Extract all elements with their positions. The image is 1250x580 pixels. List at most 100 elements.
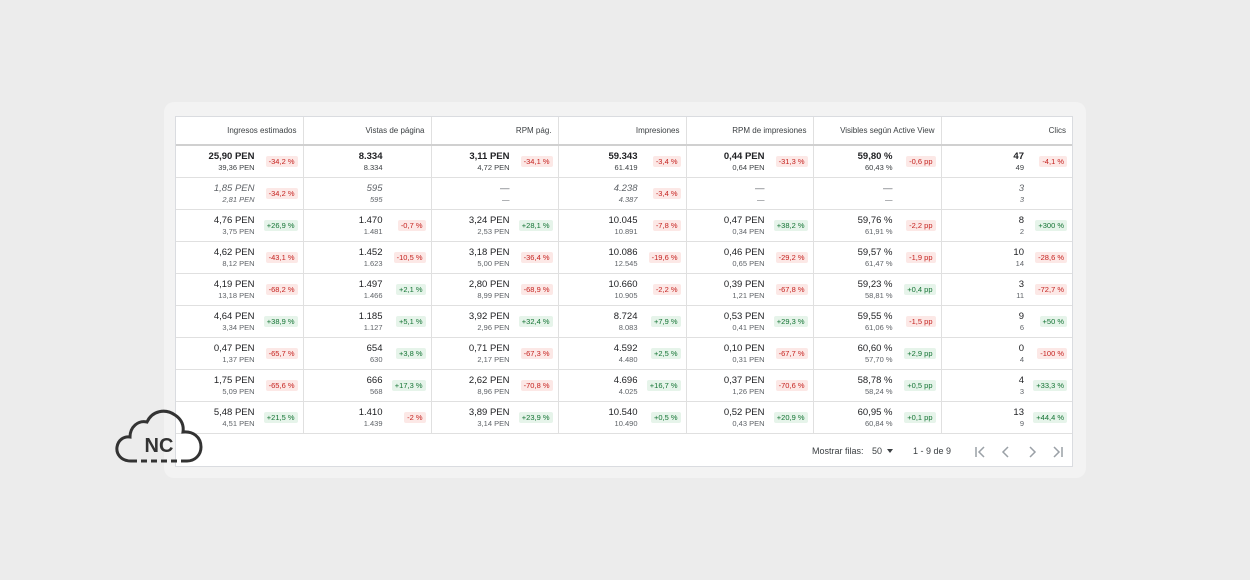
change-badge: +16,7 % <box>646 380 681 391</box>
change-badge: -70,6 % <box>775 380 808 391</box>
rows-per-page-select[interactable]: 50 <box>872 446 894 456</box>
change-badge: -10,5 % <box>393 252 426 263</box>
table-body: 25,90 PEN 39,36 PEN -34,2 % 8.334 8.334 3,11 … <box>176 145 1072 434</box>
change-badge: -68,2 % <box>265 284 298 295</box>
previous-value: 61.419 <box>614 162 638 172</box>
table-row: 4,62 PEN 8,12 PEN -43,1 % 1.452 1.623 -10,5 %… <box>176 241 1072 274</box>
change-badge: -36,4 % <box>520 252 553 263</box>
current-value: 666 <box>366 374 383 386</box>
table-cell: 59,23 % 58,81 % +0,4 pp <box>813 273 942 306</box>
current-value: 13 <box>1013 406 1024 418</box>
table-row: 25,90 PEN 39,36 PEN -34,2 % 8.334 8.334 3,11 … <box>176 145 1072 178</box>
current-value: 0,53 PEN <box>723 310 765 322</box>
previous-value: 4 <box>1019 354 1024 364</box>
current-value: 4.592 <box>613 342 638 354</box>
change-badge: +0,1 pp <box>904 412 936 423</box>
pagination-footer: Mostrar filas: 50 1 - 9 de 9 <box>176 438 1072 466</box>
current-value: 59,80 % <box>857 150 893 162</box>
current-value: 4,19 PEN <box>213 278 255 290</box>
change-badge: +29,3 % <box>773 316 808 327</box>
change-badge: -65,6 % <box>265 380 298 391</box>
previous-value: 10.891 <box>614 226 638 236</box>
current-value: 8 <box>1018 214 1024 226</box>
table-cell: 10.045 10.891 -7,8 % <box>558 209 687 242</box>
previous-value: 61,47 % <box>864 258 893 268</box>
previous-value: 8.334 <box>363 162 383 172</box>
current-value: 3 <box>1018 182 1024 194</box>
change-badge: -72,7 % <box>1035 284 1067 295</box>
column-header[interactable]: Ingresos estimados <box>176 117 304 146</box>
column-header[interactable]: RPM de impresiones <box>686 117 814 146</box>
table-row: 1,75 PEN 5,09 PEN -65,6 % 666 568 +17,3 % 2,62… <box>176 369 1072 402</box>
current-value: 1,75 PEN <box>213 374 255 386</box>
current-value: 3,24 PEN <box>468 214 510 226</box>
previous-value: 0,34 PEN <box>732 226 765 236</box>
previous-value: 0,41 PEN <box>732 322 765 332</box>
table-cell: 10.660 10.905 -2,2 % <box>558 273 687 306</box>
previous-value: 60,43 % <box>864 162 893 172</box>
change-badge: +38,9 % <box>263 316 298 327</box>
table-cell: 13 9 +44,4 % <box>941 401 1072 434</box>
change-badge: -2 % <box>404 412 426 423</box>
previous-value: 1,26 PEN <box>732 386 765 396</box>
previous-value: 4.480 <box>618 354 638 364</box>
table-cell: 0 4 -100 % <box>941 337 1072 370</box>
change-badge: -29,2 % <box>775 252 808 263</box>
table-row: 0,47 PEN 1,37 PEN -65,7 % 654 630 +3,8 % 0,71 … <box>176 337 1072 370</box>
current-value: 60,60 % <box>857 342 893 354</box>
last-page-icon[interactable] <box>1049 443 1067 461</box>
previous-value: 8,96 PEN <box>477 386 510 396</box>
table-cell: 1.410 1.439 -2 % <box>303 401 432 434</box>
change-badge: +5,1 % <box>395 316 426 327</box>
current-value: 2,80 PEN <box>468 278 510 290</box>
previous-value: 58,81 % <box>864 290 893 300</box>
column-header[interactable]: Clics <box>941 117 1072 146</box>
report-panel: Ingresos estimados Vistas de página RPM pá… <box>175 116 1073 467</box>
change-badge: -7,8 % <box>652 220 681 231</box>
table-cell: 4,19 PEN 13,18 PEN -68,2 % <box>176 273 304 306</box>
change-badge: -4,1 % <box>1039 156 1067 167</box>
table-cell: 8 2 +300 % <box>941 209 1072 242</box>
previous-value: 8.083 <box>618 322 638 332</box>
previous-value: 1.439 <box>363 418 383 428</box>
previous-value: 5,00 PEN <box>477 258 510 268</box>
prev-page-icon[interactable] <box>997 443 1015 461</box>
current-value: 59,55 % <box>857 310 893 322</box>
column-header[interactable]: Vistas de página <box>303 117 432 146</box>
change-badge: +26,9 % <box>263 220 298 231</box>
current-value: 8.724 <box>613 310 638 322</box>
change-badge: -100 % <box>1037 348 1067 359</box>
change-badge: +300 % <box>1035 220 1067 231</box>
previous-value: 3,34 PEN <box>222 322 255 332</box>
table-cell: 2,80 PEN 8,99 PEN -68,9 % <box>431 273 559 306</box>
previous-value: 61,06 % <box>864 322 893 332</box>
change-badge: -3,4 % <box>652 156 681 167</box>
previous-value: 0,43 PEN <box>732 418 765 428</box>
previous-value: 2 <box>1019 226 1024 236</box>
current-value: 1.470 <box>358 214 383 226</box>
table-cell: — — <box>813 177 942 210</box>
current-value: 0,46 PEN <box>723 246 765 258</box>
current-value: 47 <box>1013 150 1024 162</box>
table-row: 4,64 PEN 3,34 PEN +38,9 % 1.185 1.127 +5,1 % 3… <box>176 305 1072 338</box>
first-page-icon[interactable] <box>971 443 989 461</box>
table-cell: 595 595 <box>303 177 432 210</box>
next-page-icon[interactable] <box>1023 443 1041 461</box>
table-row: 1,85 PEN 2,81 PEN -34,2 % 595 595— —4.238 4.38… <box>176 177 1072 210</box>
previous-value: 630 <box>369 354 383 364</box>
change-badge: -2,2 pp <box>906 220 936 231</box>
table-cell: 59,80 % 60,43 % -0,6 pp <box>813 145 942 178</box>
column-header[interactable]: Impresiones <box>558 117 687 146</box>
current-value: 8.334 <box>358 150 383 162</box>
table-row: 4,19 PEN 13,18 PEN -68,2 % 1.497 1.466 +2,1 %… <box>176 273 1072 306</box>
table-cell: 60,60 % 57,70 % +2,9 pp <box>813 337 942 370</box>
table-cell: 0,52 PEN 0,43 PEN +20,9 % <box>686 401 814 434</box>
change-badge: +50 % <box>1039 316 1067 327</box>
current-value: 4,76 PEN <box>213 214 255 226</box>
current-value: 10.660 <box>608 278 638 290</box>
column-header[interactable]: Visibles según Active View <box>813 117 942 146</box>
change-badge: -28,6 % <box>1035 252 1067 263</box>
table-cell: 0,37 PEN 1,26 PEN -70,6 % <box>686 369 814 402</box>
column-header[interactable]: RPM pág. <box>431 117 559 146</box>
change-badge: -19,6 % <box>648 252 681 263</box>
